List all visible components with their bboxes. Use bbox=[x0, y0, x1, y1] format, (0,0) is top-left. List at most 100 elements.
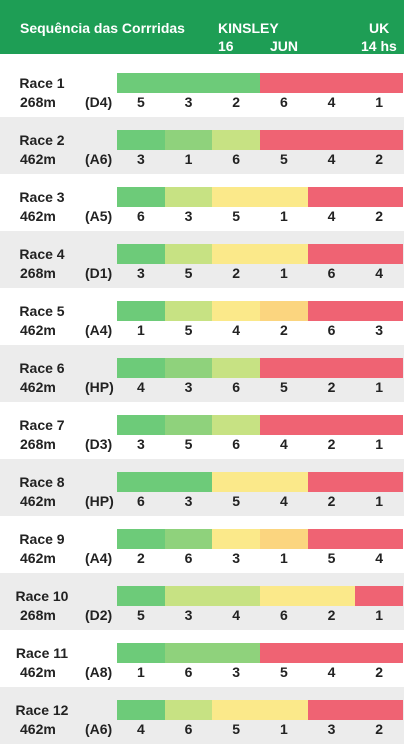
rating-segment bbox=[307, 73, 356, 93]
trap-number: 3 bbox=[136, 151, 145, 167]
rating-segment bbox=[260, 244, 308, 264]
trap-number: 5 bbox=[279, 664, 288, 680]
rating-bar bbox=[117, 700, 404, 720]
rating-segment bbox=[212, 586, 261, 606]
trap-number: 4 bbox=[136, 721, 145, 737]
race-distance: 268m bbox=[20, 607, 56, 623]
rating-segment bbox=[260, 415, 308, 435]
race-grade: (D4) bbox=[85, 94, 113, 110]
race-distance: 462m bbox=[20, 322, 56, 338]
rating-segment bbox=[117, 643, 165, 663]
rating-segment bbox=[212, 700, 261, 720]
rating-bar bbox=[117, 73, 404, 93]
race-name: Race 4 bbox=[19, 246, 65, 262]
trap-number: 2 bbox=[232, 94, 241, 110]
race-name: Race 7 bbox=[19, 417, 65, 433]
trap-number: 1 bbox=[375, 493, 384, 509]
race-name: Race 12 bbox=[15, 702, 69, 718]
rating-segment bbox=[355, 643, 404, 663]
rating-segment bbox=[260, 586, 308, 606]
trap-number: 4 bbox=[327, 664, 336, 680]
rating-segment bbox=[212, 643, 261, 663]
trap-number: 2 bbox=[327, 436, 336, 452]
rating-segment bbox=[212, 358, 261, 378]
rating-segment bbox=[212, 130, 261, 150]
trap-order: 2 6 3 1 5 4 bbox=[117, 550, 403, 566]
rating-segment bbox=[117, 700, 165, 720]
trap-number: 1 bbox=[375, 436, 384, 452]
rating-segment bbox=[355, 415, 404, 435]
trap-number: 3 bbox=[232, 664, 241, 680]
trap-number: 6 bbox=[279, 607, 288, 623]
trap-number: 1 bbox=[136, 664, 145, 680]
trap-order: 3 5 2 1 6 4 bbox=[117, 265, 403, 281]
rating-segment bbox=[307, 529, 356, 549]
trap-number: 5 bbox=[232, 208, 241, 224]
rating-segment bbox=[355, 358, 404, 378]
race-grade: (HP) bbox=[85, 379, 114, 395]
trap-number: 4 bbox=[375, 265, 384, 281]
trap-number: 6 bbox=[279, 94, 288, 110]
race-name: Race 5 bbox=[19, 303, 65, 319]
trap-number: 2 bbox=[375, 208, 384, 224]
trap-number: 4 bbox=[136, 379, 145, 395]
rating-segment bbox=[355, 472, 404, 492]
rating-segment bbox=[355, 130, 404, 150]
rating-segment bbox=[307, 130, 356, 150]
rating-segment bbox=[212, 73, 261, 93]
country-code: UK bbox=[369, 20, 390, 36]
race-row: Race 8 462m (HP) 6 3 5 4 2 1 bbox=[0, 459, 404, 516]
race-row: Race 5 462m (A4) 1 5 4 2 6 3 bbox=[0, 288, 404, 345]
trap-number: 3 bbox=[136, 265, 145, 281]
trap-number: 1 bbox=[184, 151, 193, 167]
rating-bar bbox=[117, 643, 404, 663]
trap-number: 5 bbox=[136, 607, 145, 623]
trap-order: 3 5 6 4 2 1 bbox=[117, 436, 403, 452]
trap-order: 5 3 2 6 4 1 bbox=[117, 94, 403, 110]
race-row: Race 12 462m (A6) 4 6 5 1 3 2 bbox=[0, 687, 404, 744]
rating-segment bbox=[117, 130, 165, 150]
rating-bar bbox=[117, 529, 404, 549]
trap-number: 6 bbox=[184, 721, 193, 737]
trap-number: 6 bbox=[232, 436, 241, 452]
rating-segment bbox=[260, 187, 308, 207]
rating-segment bbox=[212, 529, 261, 549]
race-name: Race 3 bbox=[19, 189, 65, 205]
trap-order: 1 5 4 2 6 3 bbox=[117, 322, 403, 338]
race-month: JUN bbox=[270, 38, 299, 54]
race-name: Race 8 bbox=[19, 474, 65, 490]
rating-segment bbox=[212, 187, 261, 207]
rating-segment bbox=[164, 586, 213, 606]
trap-number: 6 bbox=[232, 151, 241, 167]
race-grade: (A8) bbox=[85, 664, 113, 680]
rating-segment bbox=[164, 472, 213, 492]
rating-segment bbox=[355, 700, 404, 720]
trap-number: 5 bbox=[136, 94, 145, 110]
trap-number: 3 bbox=[327, 721, 336, 737]
race-name: Race 9 bbox=[19, 531, 65, 547]
rating-segment bbox=[212, 244, 261, 264]
rating-segment bbox=[164, 130, 213, 150]
trap-number: 2 bbox=[375, 151, 384, 167]
trap-number: 2 bbox=[327, 493, 336, 509]
trap-number: 6 bbox=[136, 208, 145, 224]
trap-number: 4 bbox=[232, 322, 241, 338]
race-list: Race 1 268m (D4) 5 3 2 6 4 1 Race 2 462m (A6) 3 1 6 5 4 2… bbox=[0, 60, 404, 744]
trap-number: 5 bbox=[232, 493, 241, 509]
trap-number: 6 bbox=[184, 550, 193, 566]
race-distance: 462m bbox=[20, 151, 56, 167]
trap-number: 5 bbox=[232, 721, 241, 737]
rating-bar bbox=[117, 358, 404, 378]
rating-segment bbox=[307, 643, 356, 663]
race-grade: (A6) bbox=[85, 721, 113, 737]
rating-bar bbox=[117, 130, 404, 150]
trap-number: 4 bbox=[279, 493, 288, 509]
trap-number: 3 bbox=[184, 94, 193, 110]
trap-number: 1 bbox=[279, 550, 288, 566]
race-row: Race 10 268m (D2) 5 3 4 6 2 1 bbox=[0, 573, 404, 630]
rating-bar bbox=[117, 301, 404, 321]
rating-segment bbox=[260, 700, 308, 720]
trap-number: 5 bbox=[279, 151, 288, 167]
trap-number: 1 bbox=[136, 322, 145, 338]
rating-bar bbox=[117, 586, 404, 606]
